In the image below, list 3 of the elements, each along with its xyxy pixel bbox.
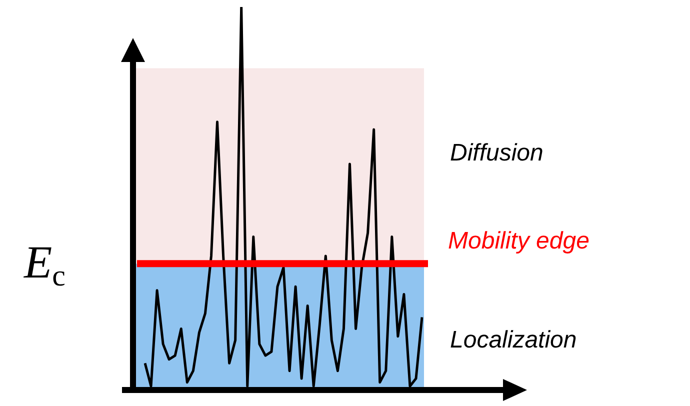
band-label: Localization [450, 326, 577, 354]
band-label: Diffusion [450, 140, 544, 167]
ref-line-label: Mobility edge [448, 227, 590, 254]
